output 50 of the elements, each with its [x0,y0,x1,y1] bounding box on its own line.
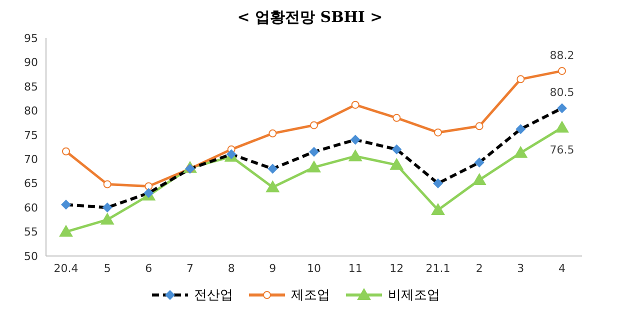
y-tick-label: 65 [24,177,38,190]
point [103,180,112,188]
point [431,202,445,215]
point [100,212,114,225]
data-label: 80.5 [550,86,574,100]
point [475,122,484,130]
x-tick-label: 7 [186,262,194,275]
y-tick-label: 60 [24,201,38,214]
x-tick-label: 3 [517,262,524,275]
data-label: 76.5 [550,144,574,157]
point [59,224,73,237]
x-tick-label: 5 [104,262,111,275]
point [514,146,528,158]
x-tick-label: 9 [269,262,276,275]
legend-label: 제조업 [290,287,330,304]
y-tick-label: 75 [24,128,38,142]
y-tick-label: 70 [24,153,38,166]
y-tick-label: 85 [24,80,38,94]
point [266,180,280,192]
point [310,121,318,130]
legend-label: 전산업 [193,287,233,304]
point [392,114,401,122]
x-tick-label: 21.1 [426,262,450,275]
point [472,172,486,185]
y-tick-label: 80 [24,104,38,118]
x-tick-label: 20.4 [54,262,78,275]
point [351,100,360,109]
x-tick-label: 8 [228,262,235,275]
y-tick-label: 50 [24,250,38,263]
data-label: 88.2 [550,48,574,62]
point [516,75,525,84]
x-tick-label: 11 [348,262,362,275]
point [62,147,70,156]
y-tick-label: 95 [24,32,38,45]
point [348,149,362,162]
point [434,128,442,136]
x-tick-label: 10 [307,262,321,275]
y-tick-label: 90 [24,56,38,70]
point [268,129,277,138]
point [307,160,321,172]
point [555,120,569,133]
x-tick-label: 6 [145,262,152,275]
legend-label: 비제조업 [387,287,440,304]
point [558,66,566,75]
point [390,158,404,170]
y-tick-label: 55 [24,226,38,239]
x-tick-label: 4 [558,262,566,275]
x-tick-label: 12 [390,262,404,275]
chart-title: < 업황전망 SBHI > [236,8,384,28]
x-tick-label: 2 [476,262,483,275]
